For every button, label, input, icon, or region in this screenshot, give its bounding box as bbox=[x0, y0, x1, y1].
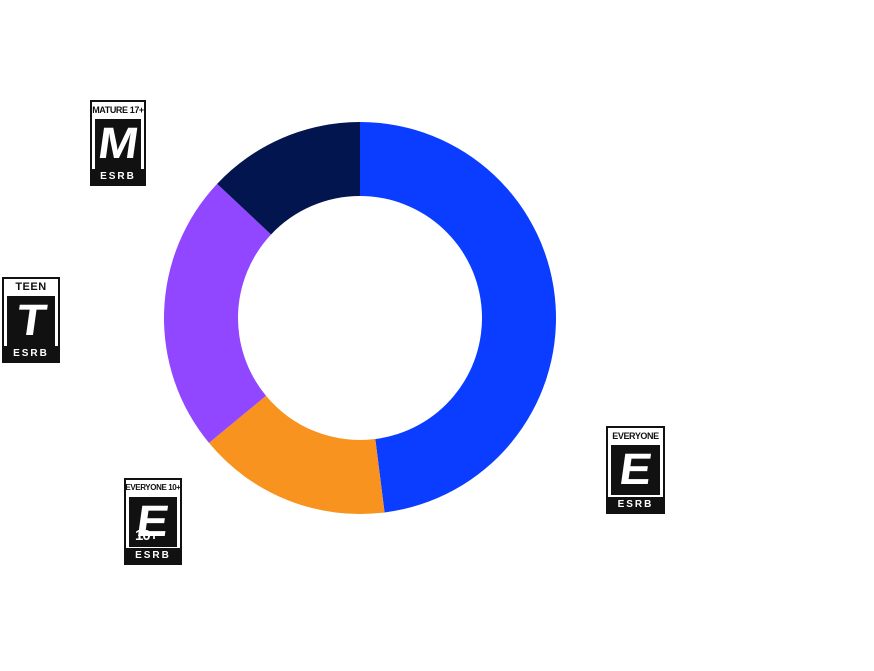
badge-bottom-label: ESRB bbox=[4, 346, 58, 361]
badge-bottom-label: ESRB bbox=[126, 548, 180, 563]
donut-slice-mature-17 bbox=[217, 122, 360, 235]
badge-top-label: TEEN bbox=[15, 280, 47, 293]
esrb-teen-icon: TEEN T ESRB bbox=[2, 277, 60, 363]
donut-slice-everyone-10 bbox=[208, 395, 385, 514]
badge-sub-label: 10+ bbox=[135, 527, 158, 544]
badge-glyph: T bbox=[13, 296, 50, 345]
badge-glyph-box: T bbox=[7, 296, 55, 346]
badge-glyph-box: E 10+ bbox=[129, 497, 177, 547]
esrb-everyone-icon: EVERYONE E ESRB bbox=[606, 426, 665, 514]
badge-glyph: E bbox=[616, 445, 655, 494]
donut-slice-everyone bbox=[360, 122, 556, 513]
esrb-everyone10-icon: EVERYONE 10+ E 10+ ESRB bbox=[124, 478, 182, 565]
badge-glyph-box: M bbox=[95, 119, 141, 169]
badge-top-label: EVERYONE bbox=[612, 430, 659, 441]
badge-top-label: EVERYONE 10+ bbox=[126, 483, 180, 492]
donut-slice-teen bbox=[164, 183, 272, 443]
badge-bottom-label: ESRB bbox=[608, 497, 663, 512]
badge-top-label: MATURE 17+ bbox=[92, 104, 144, 115]
esrb-mature-icon: MATURE 17+ M ESRB bbox=[90, 100, 146, 186]
badge-glyph-box: E bbox=[611, 445, 660, 495]
badge-bottom-label: ESRB bbox=[92, 169, 144, 184]
badge-glyph: M bbox=[95, 119, 141, 168]
donut-slices bbox=[164, 122, 556, 514]
